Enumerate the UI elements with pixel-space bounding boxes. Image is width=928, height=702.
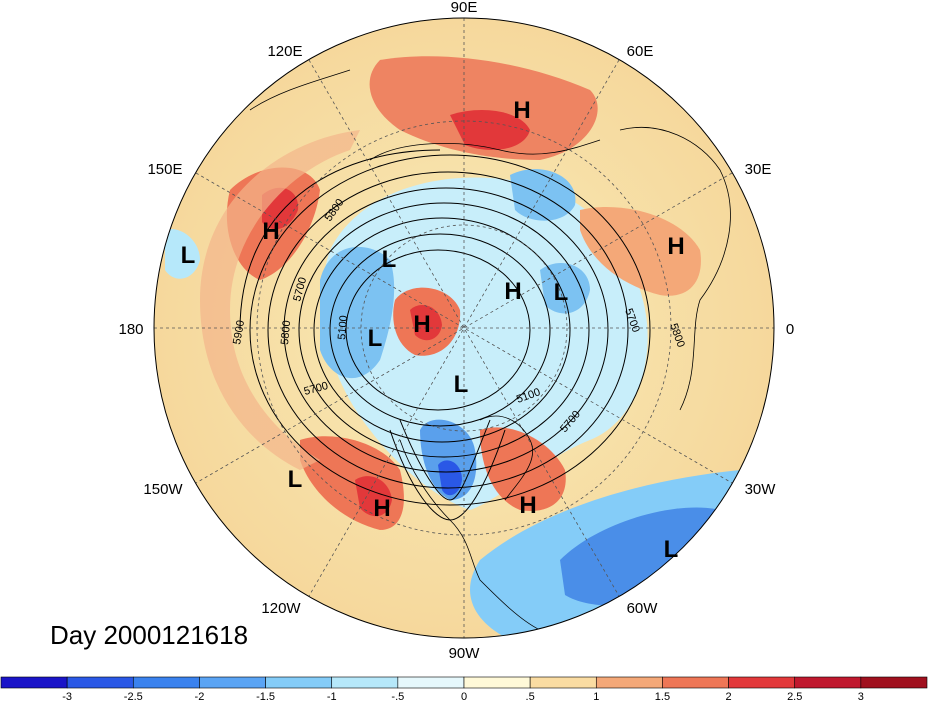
colorbar-tick-label: -.5 xyxy=(391,691,404,702)
contour-ring xyxy=(283,187,609,473)
pressure-center-label: L xyxy=(554,279,569,306)
lon-label-0: 0 xyxy=(786,321,794,338)
warm-central-asia-core xyxy=(450,110,530,150)
colorbar-tick-label: -2 xyxy=(195,691,205,702)
colorbar-tick-label: .5 xyxy=(526,691,535,702)
colorbar-swatch xyxy=(66,676,134,689)
warm-europe xyxy=(580,206,701,296)
coastlines xyxy=(249,69,731,631)
lon-label-180: 180 xyxy=(118,321,143,338)
colorbar-swatch xyxy=(463,676,531,689)
colorbar-swatch xyxy=(0,676,68,689)
pressure-center-label: H xyxy=(504,278,521,305)
contour-label: 5100 xyxy=(336,315,350,340)
colorbar-tick-label: 2 xyxy=(726,691,732,702)
pressure-center-label: H xyxy=(667,233,684,260)
colorbar-swatches xyxy=(0,676,928,689)
colorbar-swatch xyxy=(397,676,465,689)
colorbar-tick-label: 0 xyxy=(461,691,467,702)
cold-siberia xyxy=(510,169,576,221)
warm-west-na-core xyxy=(355,476,392,517)
map-border xyxy=(153,17,775,639)
meridian-line xyxy=(195,172,733,484)
colorbar-tick-label: -1 xyxy=(327,691,337,702)
lon-label-60w: 60W xyxy=(627,600,659,617)
cold-vortex-region xyxy=(322,177,648,510)
coastline xyxy=(249,69,351,111)
coastline xyxy=(399,439,541,631)
lon-label-60e: 60E xyxy=(627,43,654,60)
colorbar-swatch xyxy=(265,676,333,689)
pressure-center-label: L xyxy=(368,325,383,352)
colorbar-ticks: -3 -2.5 -2 -1.5 -1 -.5 0 .5 1 1.5 2 2.5 3 xyxy=(62,691,864,702)
colorbar-tick-label: 1.5 xyxy=(655,691,670,702)
meridian-line xyxy=(308,59,620,597)
cold-vortex-core xyxy=(320,246,395,379)
lon-label-30w: 30W xyxy=(745,481,777,498)
contour-ring xyxy=(249,154,651,506)
pressure-center-label: H xyxy=(413,311,430,338)
colorbar-swatch xyxy=(794,676,862,689)
contour-ring xyxy=(329,233,551,427)
pressure-center-label: L xyxy=(454,371,469,398)
coastline xyxy=(619,127,731,411)
lon-label-150w: 150W xyxy=(143,481,183,498)
lon-label-90e: 90E xyxy=(451,0,478,16)
coastline xyxy=(369,139,601,161)
colorbar-tick-label: -2.5 xyxy=(124,691,143,702)
lon-label-120w: 120W xyxy=(261,600,301,617)
colorbar-swatch xyxy=(595,676,663,689)
colorbar-tick-label: 1 xyxy=(593,691,599,702)
pressure-center-label: L xyxy=(288,466,303,493)
warm-west-atlantic xyxy=(480,427,566,511)
polar-map: 90E 60E 30E 0 30W 60W 90W 120W 150W 180 … xyxy=(118,0,794,662)
colorbar-tick-label: -3 xyxy=(62,691,72,702)
geopotential-contours xyxy=(239,149,651,521)
warm-central-asia xyxy=(369,56,598,160)
pressure-center-label: H xyxy=(513,97,530,124)
colorbar-swatch xyxy=(728,676,796,689)
coastline xyxy=(479,415,534,501)
cold-trough-na xyxy=(420,419,477,500)
pressure-center-label: H xyxy=(519,492,536,519)
colorbar-swatch xyxy=(860,676,928,689)
colorbar: -3 -2.5 -2 -1.5 -1 -.5 0 .5 1 1.5 2 2.5 3 xyxy=(0,676,928,702)
contour-ring xyxy=(267,171,629,489)
lon-label-90w: 90W xyxy=(449,645,481,662)
colorbar-swatch xyxy=(529,676,597,689)
contour-ring xyxy=(345,249,531,411)
lon-label-150e: 150E xyxy=(147,161,182,178)
contour-label: 5800 xyxy=(279,320,293,345)
colorbar-tick-label: 3 xyxy=(858,691,864,702)
meridian-line xyxy=(195,172,733,484)
colorbar-tick-label: -1.5 xyxy=(256,691,275,702)
colorbar-swatch xyxy=(331,676,399,689)
contour-trough xyxy=(399,419,491,501)
lon-label-30e: 30E xyxy=(745,161,772,178)
colorbar-swatch xyxy=(199,676,266,689)
map-title: Day 2000121618 xyxy=(50,620,249,650)
colorbar-swatch xyxy=(662,676,729,689)
warm-ring xyxy=(200,130,360,470)
colorbar-swatch xyxy=(132,676,200,689)
pressure-center-label: H xyxy=(262,218,279,245)
cold-pacific xyxy=(165,229,200,279)
contour-outer xyxy=(239,149,441,331)
lon-label-120e: 120E xyxy=(267,43,302,60)
pressure-center-label: H xyxy=(373,495,390,522)
contour-ring xyxy=(313,217,571,443)
colorbar-tick-label: 2.5 xyxy=(787,691,802,702)
warm-arctic-high-core xyxy=(410,305,442,341)
contour-ring xyxy=(298,202,590,458)
cold-scandinavia xyxy=(540,262,590,314)
cold-trough-na-core xyxy=(438,460,462,496)
pressure-center-label: L xyxy=(664,536,679,563)
latitude-circle xyxy=(360,224,568,432)
pressure-center-label: L xyxy=(181,242,196,269)
contour-label: 5900 xyxy=(231,319,247,345)
pressure-center-label: L xyxy=(382,246,397,273)
